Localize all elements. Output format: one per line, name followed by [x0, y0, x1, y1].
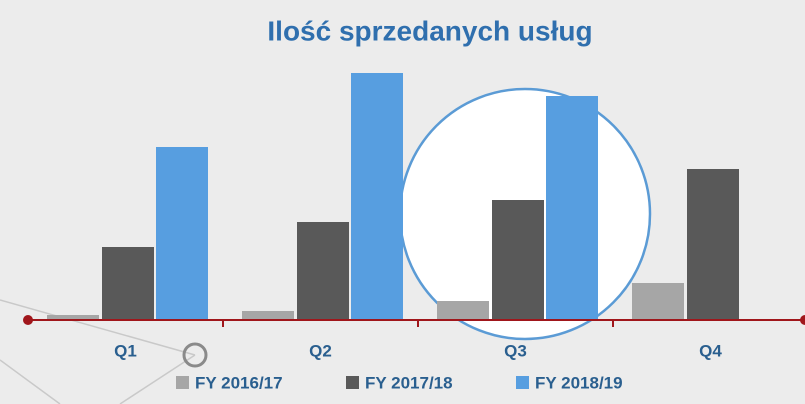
legend-swatch — [516, 376, 529, 389]
axis-dot — [23, 315, 33, 325]
decoration — [0, 299, 208, 404]
bar — [297, 222, 349, 320]
bar — [687, 169, 739, 320]
axis-dot — [800, 315, 805, 325]
bar — [47, 315, 99, 320]
bar — [351, 73, 403, 320]
bar — [546, 96, 598, 320]
legend-label: FY 2018/19 — [535, 373, 623, 392]
x-tick-label: Q3 — [504, 341, 527, 360]
bar — [156, 147, 208, 320]
legend-swatch — [176, 376, 189, 389]
x-tick-label: Q1 — [114, 341, 137, 360]
bar — [632, 283, 684, 320]
legend-label: FY 2017/18 — [365, 373, 453, 392]
x-tick-label: Q4 — [699, 341, 722, 360]
bar — [102, 247, 154, 320]
x-tick-label: Q2 — [309, 341, 332, 360]
bar — [492, 200, 544, 320]
bar — [242, 311, 294, 320]
chart-title: Ilość sprzedanych usług — [267, 15, 592, 46]
legend-swatch — [346, 376, 359, 389]
legend-label: FY 2016/17 — [195, 373, 283, 392]
bar — [437, 301, 489, 320]
